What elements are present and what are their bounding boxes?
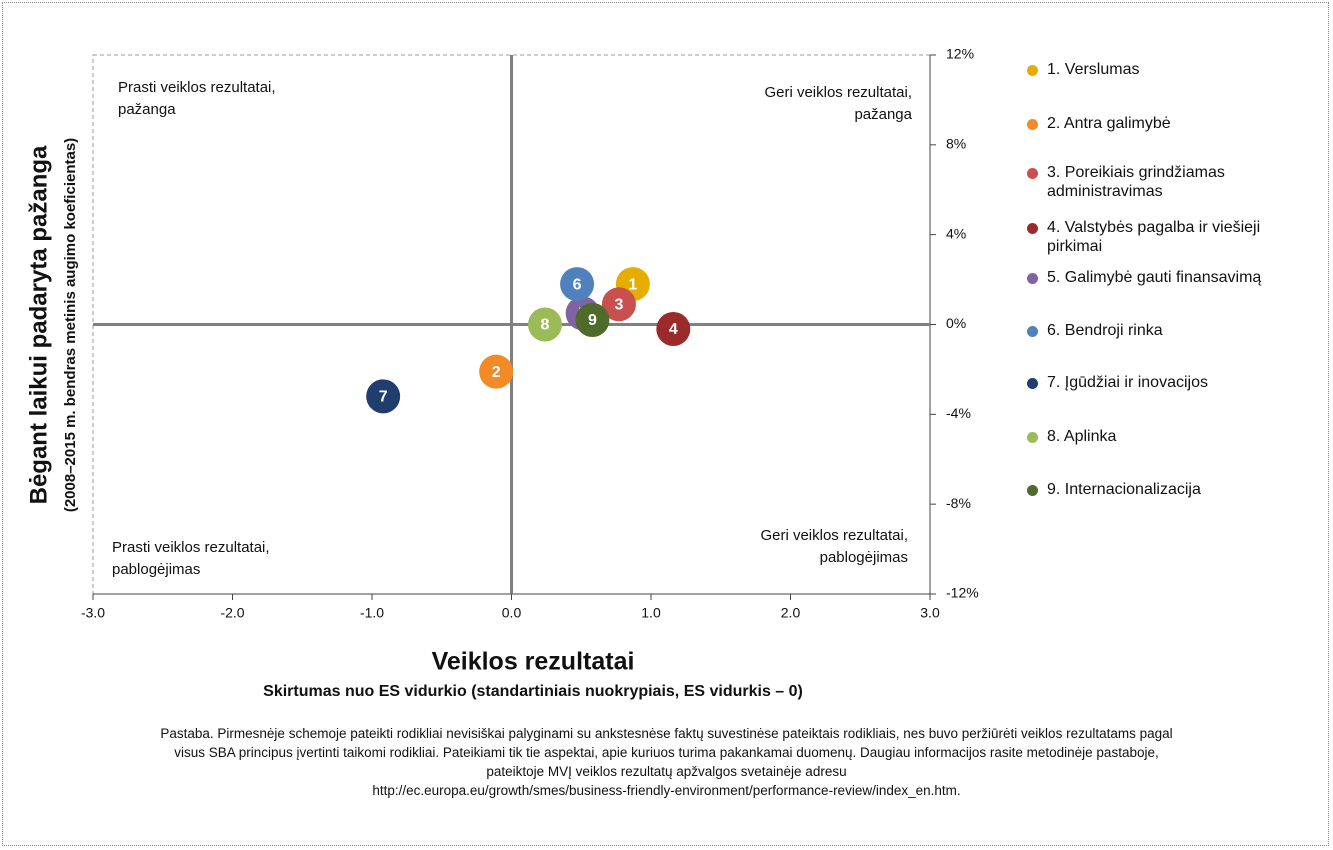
quadrant-label: Geri veiklos rezultatai,: [760, 527, 908, 544]
x-tick-label: 2.0: [781, 605, 801, 621]
quadrant-label: pažanga: [118, 101, 176, 118]
legend-entry: 3. Poreikiais grindžiamas administravima…: [1025, 163, 1287, 201]
legend-entry: 2. Antra galimybė: [1025, 114, 1287, 133]
legend-marker: [1027, 432, 1038, 443]
point: [527, 307, 562, 342]
legend-marker: [1027, 168, 1038, 179]
point-label: 9: [588, 312, 597, 329]
legend-marker: [1027, 326, 1038, 337]
note-line: pateiktoje MVĮ veiklos rezultatų apžvalg…: [486, 764, 847, 779]
quadrant-label: Prasti veiklos rezultatai,: [118, 79, 276, 96]
legend-label: 4. Valstybės pagalba ir viešieji pirkima…: [1047, 219, 1261, 255]
point-label: 6: [573, 276, 582, 293]
point-label: 1: [628, 276, 637, 293]
x-tick-label: -2.0: [220, 605, 244, 621]
legend-entry: 8. Aplinka: [1025, 427, 1287, 446]
x-title: Veiklos rezultatai: [432, 648, 635, 676]
legend-label: 3. Poreikiais grindžiamas administravima…: [1047, 164, 1225, 200]
note-line: Pastaba. Pirmesnėje schemoje pateikti ro…: [160, 726, 1173, 741]
legend-label: 9. Internacionalizacija: [1047, 481, 1201, 498]
y-tick-label: 4%: [946, 225, 966, 241]
legend-label: 6. Bendroji rinka: [1047, 322, 1163, 339]
quadrant-label: pablogėjimas: [112, 561, 200, 578]
legend-marker: [1027, 119, 1038, 130]
point: [366, 379, 401, 414]
point-label: 7: [379, 389, 388, 406]
point-label: 2: [492, 364, 501, 381]
legend-marker: [1027, 378, 1038, 389]
legend-marker: [1027, 485, 1038, 496]
x-tick-label: -1.0: [360, 605, 384, 621]
legend-entry: 1. Verslumas: [1025, 60, 1287, 79]
x-tick-label: 0.0: [502, 605, 522, 621]
legend-label: 7. Įgūdžiai ir inovacijos: [1047, 374, 1208, 391]
quadrant-label: Geri veiklos rezultatai,: [764, 84, 912, 101]
legend-marker: [1027, 65, 1038, 76]
legend-marker: [1027, 223, 1038, 234]
point-label: 4: [669, 321, 678, 338]
legend-entry: 4. Valstybės pagalba ir viešieji pirkima…: [1025, 218, 1287, 256]
point-label: 8: [541, 317, 550, 334]
legend-entry: 9. Internacionalizacija: [1025, 480, 1287, 499]
legend-label: 5. Galimybė gauti finansavimą: [1047, 269, 1262, 286]
legend-label: 1. Verslumas: [1047, 61, 1140, 78]
x-tick-label: -3.0: [81, 605, 105, 621]
y-tick-label: 0%: [946, 315, 966, 331]
quadrant-label: Prasti veiklos rezultatai,: [112, 539, 270, 556]
legend-marker: [1027, 273, 1038, 284]
note: Pastaba. Pirmesnėje schemoje pateikti ro…: [20, 724, 1313, 800]
x-tick-label: 3.0: [920, 605, 940, 621]
y-tick-label: 12%: [946, 46, 974, 62]
y-tick-label: -4%: [946, 405, 971, 421]
y-tick-label: 8%: [946, 136, 966, 152]
point: [601, 287, 636, 322]
note-line: visus SBA principus įvertinti taikomi ro…: [174, 745, 1159, 760]
point: [575, 303, 610, 338]
y-title: Bėgant laikui padaryta pažanga: [25, 145, 52, 504]
x-tick-label: 1.0: [641, 605, 661, 621]
point: [656, 311, 691, 346]
legend-entry: 7. Įgūdžiai ir inovacijos: [1025, 373, 1287, 392]
y-tick-label: -8%: [946, 495, 971, 511]
point: [479, 354, 514, 389]
y-tick-label: -12%: [946, 585, 979, 601]
quadrant-label: pažanga: [854, 106, 912, 123]
legend-label: 8. Aplinka: [1047, 428, 1117, 445]
quadrant-label: pablogėjimas: [820, 549, 908, 566]
legend-entry: 5. Galimybė gauti finansavimą: [1025, 268, 1287, 287]
legend-label: 2. Antra galimybė: [1047, 115, 1171, 132]
point: [560, 267, 595, 302]
x-subtitle: Skirtumas nuo ES vidurkio (standartiniai…: [263, 683, 803, 700]
note-line: http://ec.europa.eu/growth/smes/business…: [372, 783, 961, 798]
legend-entry: 6. Bendroji rinka: [1025, 321, 1287, 340]
point-label: 3: [614, 297, 623, 314]
y-subtitle: (2008–2015 m. bendras metinis augimo koe…: [62, 138, 79, 512]
